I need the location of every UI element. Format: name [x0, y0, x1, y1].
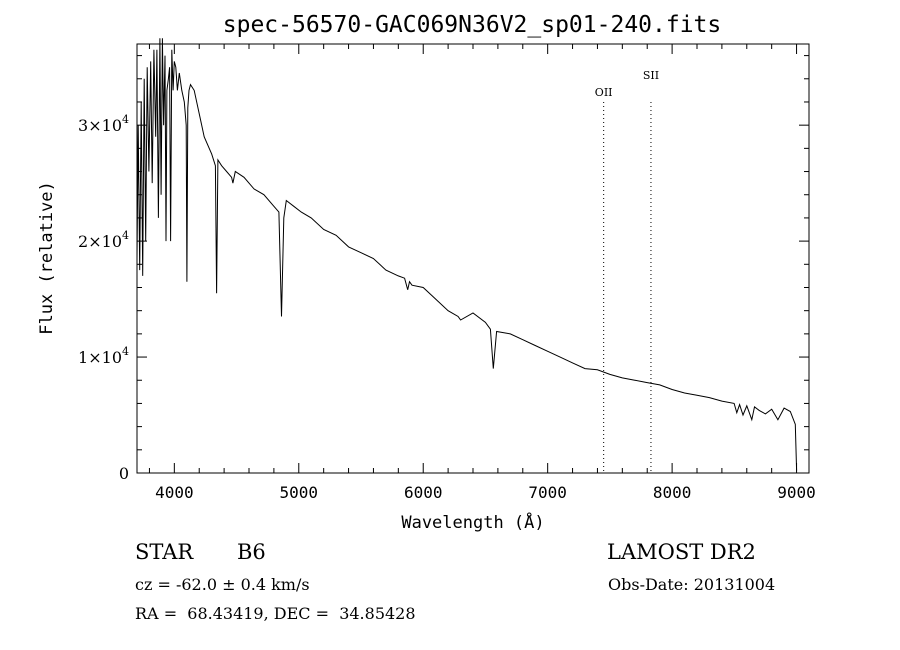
- x-tick-label: 4000: [155, 483, 194, 502]
- x-tick-label: 6000: [404, 483, 443, 502]
- redshift-velocity: cz = -62.0 ± 0.4 km/s: [135, 575, 310, 594]
- y-tick-labels: 0 1×104 2×104 3×104: [78, 113, 129, 483]
- x-tick-label: 8000: [653, 483, 692, 502]
- x-tick-label: 5000: [280, 483, 319, 502]
- x-tick-labels: 4000 5000 6000 7000 8000 9000: [155, 483, 816, 502]
- line-marker-label: SII: [643, 69, 659, 82]
- y-tick-label: 1×104: [78, 345, 129, 367]
- chart-title: spec-56570-GAC069N36V2_sp01-240.fits: [223, 12, 722, 38]
- plot-frame: [136, 43, 810, 474]
- coordinates: RA = 68.43419, DEC = 34.85428: [135, 604, 416, 623]
- line-marker-label: OII: [595, 86, 613, 99]
- observation-date: Obs-Date: 20131004: [608, 575, 776, 594]
- x-tick-label: 7000: [528, 483, 567, 502]
- survey-release: LAMOST DR2: [607, 540, 756, 564]
- object-class: STAR: [135, 540, 194, 564]
- x-axis-label: Wavelength (Å): [401, 511, 544, 533]
- y-tick-label: 0: [119, 464, 129, 483]
- object-subclass: B6: [237, 540, 266, 564]
- axis-ticks: [137, 44, 809, 474]
- y-tick-label: 3×104: [78, 113, 129, 135]
- x-tick-label: 9000: [777, 483, 816, 502]
- spectrum-series-line: [136, 38, 798, 471]
- emission-line-markers: OII SII: [595, 69, 659, 473]
- y-tick-label: 2×104: [78, 229, 129, 251]
- y-axis-label: Flux (relative): [37, 181, 57, 335]
